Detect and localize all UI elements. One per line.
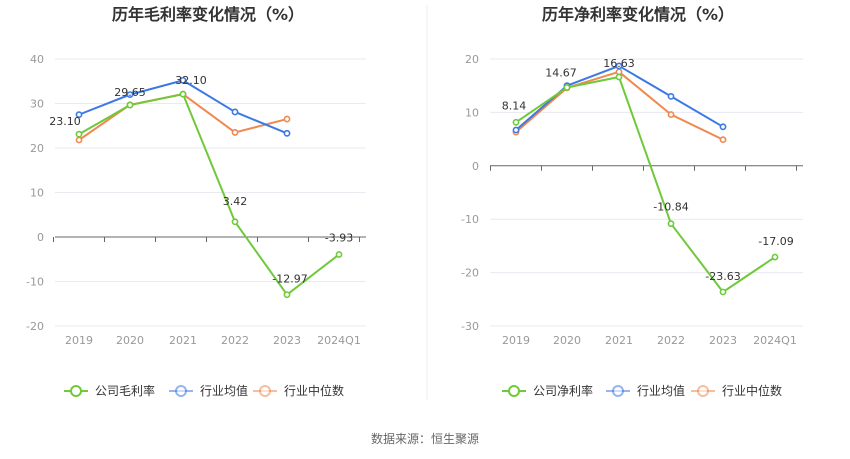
- y-tick-label: 20: [465, 53, 479, 66]
- chart-title: 历年净利率变化情况（%）: [542, 5, 734, 24]
- data-label: 16.63: [603, 57, 635, 70]
- data-point: [719, 288, 727, 296]
- series-line: [78, 79, 288, 135]
- data-point: [283, 115, 291, 123]
- x-tick-label: 2024Q1: [317, 334, 361, 347]
- data-label: -3.93: [325, 231, 353, 244]
- data-point: [283, 291, 291, 299]
- legend-marker: [612, 385, 624, 397]
- data-point: [231, 129, 239, 136]
- legend-marker: [70, 385, 82, 397]
- x-tick-label: 2023: [273, 334, 301, 347]
- x-tick-label: 2021: [605, 334, 633, 347]
- data-point: [667, 220, 675, 228]
- series-line: [515, 70, 724, 141]
- data-point: [667, 92, 675, 100]
- legend-label: 公司净利率: [533, 383, 593, 398]
- data-label: -17.09: [758, 235, 793, 248]
- legend-label: 行业中位数: [284, 383, 344, 398]
- data-point: [179, 76, 187, 84]
- data-label: 14.67: [545, 66, 577, 79]
- legend-marker: [259, 385, 271, 397]
- x-tick-label: 2022: [221, 334, 249, 347]
- y-tick-label: -10: [461, 213, 479, 226]
- data-point: [335, 251, 343, 258]
- data-point: [231, 218, 239, 226]
- y-tick-label: 20: [30, 142, 44, 155]
- y-tick-label: -20: [26, 320, 44, 333]
- y-tick-label: 40: [30, 53, 44, 66]
- legend-marker: [175, 385, 187, 397]
- legend-marker: [508, 385, 520, 397]
- data-point: [283, 129, 291, 137]
- data-point: [563, 84, 571, 91]
- data-point: [512, 126, 520, 134]
- legend-label: 行业均值: [200, 383, 248, 398]
- data-point: [771, 253, 779, 261]
- x-tick-label: 2020: [116, 334, 144, 347]
- x-tick-label: 2020: [553, 334, 581, 347]
- data-label: 3.42: [223, 195, 248, 208]
- y-tick-label: 0: [472, 160, 479, 173]
- data-point: [719, 136, 727, 144]
- legend-label: 公司毛利率: [95, 383, 155, 398]
- data-point: [126, 91, 134, 98]
- y-tick-label: -10: [26, 276, 44, 289]
- x-tick-label: 2019: [65, 334, 93, 347]
- data-label: 29.65: [114, 86, 146, 99]
- legend-label: 行业中位数: [722, 383, 782, 398]
- source-label: 数据来源：恒生聚源: [371, 431, 479, 446]
- data-label: -23.63: [705, 270, 740, 283]
- data-point: [231, 108, 239, 116]
- data-point: [719, 123, 727, 131]
- series-line: [78, 93, 340, 296]
- y-tick-label: -20: [461, 267, 479, 280]
- chart-title: 历年毛利率变化情况（%）: [112, 5, 304, 24]
- data-point: [75, 130, 83, 138]
- data-label: 8.14: [502, 99, 527, 112]
- data-point: [667, 111, 675, 118]
- y-tick-label: -30: [461, 320, 479, 333]
- x-tick-label: 2024Q1: [753, 334, 797, 347]
- x-tick-label: 2023: [709, 334, 737, 347]
- legend-label: 行业均值: [637, 383, 685, 398]
- data-label: 32.10: [175, 74, 207, 87]
- data-point: [615, 62, 623, 70]
- data-point: [179, 90, 187, 98]
- data-point: [512, 118, 520, 126]
- y-tick-label: 0: [37, 231, 44, 244]
- data-label: -12.97: [272, 273, 307, 286]
- y-tick-label: 10: [465, 106, 479, 119]
- data-point: [75, 111, 83, 119]
- y-tick-label: 10: [30, 187, 44, 200]
- x-tick-label: 2021: [169, 334, 197, 347]
- x-tick-label: 2022: [657, 334, 685, 347]
- legend-marker: [697, 385, 709, 397]
- data-label: -10.84: [653, 201, 688, 214]
- y-tick-label: 30: [30, 98, 44, 111]
- x-tick-label: 2019: [502, 334, 530, 347]
- data-point: [126, 101, 134, 109]
- series-line: [515, 75, 776, 293]
- data-point: [75, 136, 83, 144]
- data-point: [615, 73, 623, 81]
- data-label: 23.10: [49, 115, 81, 128]
